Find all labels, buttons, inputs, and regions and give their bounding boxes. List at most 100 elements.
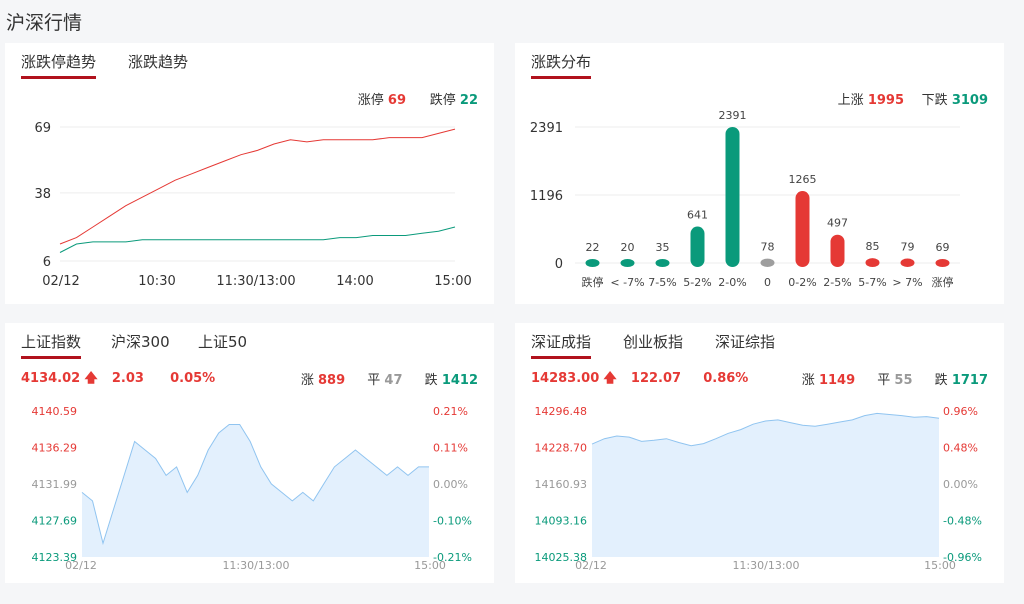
y-tick-label: 14228.70: [535, 442, 588, 455]
tab-limit-trend[interactable]: 涨跌停趋势: [21, 53, 97, 79]
y-pct-label: 0.11%: [433, 442, 468, 455]
sz-flat-label: 平: [877, 373, 891, 388]
y-pct-label: 0.48%: [943, 442, 978, 455]
page-title: 沪深行情: [6, 12, 83, 34]
bar-value-label: 22: [586, 241, 600, 254]
bar-2: [655, 259, 670, 267]
x-tick-label: 14:00: [336, 274, 373, 289]
sz-breadth: 涨 1149 平 55 跌 1717: [802, 369, 988, 388]
fall-stat: 下跌 3109: [922, 89, 988, 108]
tab-szse-component[interactable]: 深证成指: [531, 333, 592, 359]
limit-down-count: 22: [459, 93, 478, 108]
fall-label: 下跌: [921, 93, 948, 108]
y-tick-label: 1196: [530, 189, 563, 204]
y-tick-label: 38: [34, 187, 51, 202]
y-pct-label: -0.10%: [433, 515, 472, 528]
tab-sse-composite[interactable]: 上证指数: [21, 333, 82, 359]
limit-up-stat: 涨停 69: [358, 89, 406, 108]
bar-value-label: 497: [827, 217, 848, 230]
rise-label: 上涨: [837, 93, 864, 108]
sh-up-count: 889: [317, 373, 346, 388]
sh-flat-count: 47: [384, 373, 403, 388]
bar-value-label: 20: [621, 241, 635, 254]
bar-9: [900, 258, 915, 267]
price-line: [81, 424, 429, 546]
limit-down-stat: 跌停 22: [430, 89, 478, 108]
sz-change: 122.07: [630, 371, 682, 386]
y-pct-label: 0.21%: [433, 405, 468, 418]
x-tick-label: 15:00: [414, 559, 446, 572]
x-tick-label: 2-5%: [823, 276, 851, 289]
bar-6: [795, 191, 810, 267]
price-line: [591, 412, 940, 447]
bar-8: [865, 258, 880, 267]
y-tick-label: 4140.59: [32, 405, 78, 418]
sz-quote: 14283.00 🡅 122.07 0.86%: [531, 369, 748, 391]
x-tick-label: 5-7%: [858, 276, 886, 289]
bar-value-label: 1265: [789, 173, 817, 186]
y-tick-label: 14025.38: [535, 551, 588, 564]
y-pct-label: -0.21%: [433, 551, 472, 564]
bar-3: [690, 226, 705, 267]
y-tick-label: 0: [555, 257, 563, 272]
y-tick-label: 4123.39: [32, 551, 78, 564]
y-tick-label: 14093.16: [535, 515, 588, 528]
sh-index-chart: 4140.59 0.21% 4136.29 0.11% 4131.99 0.00% 4127…: [32, 405, 472, 572]
x-tick-label: 跌停: [582, 275, 604, 289]
y-tick-label: 4127.69: [32, 515, 78, 528]
limit-down-label: 跌停: [429, 93, 456, 108]
y-tick-label: 2391: [530, 121, 563, 136]
fall-count: 3109: [951, 93, 988, 108]
tab-sse50[interactable]: 上证50: [198, 333, 248, 351]
y-pct-label: -0.48%: [943, 515, 982, 528]
bar-1: [620, 259, 635, 267]
sz-index-card: 深证成指 创业板指 深证综指 14283.00 🡅 122.07 0.86% 涨…: [515, 323, 1004, 583]
x-tick-label: < -7%: [610, 276, 644, 289]
bar-value-label: 641: [687, 209, 708, 222]
x-tick-label: > 7%: [892, 276, 922, 289]
y-pct-label: 0.00%: [433, 478, 468, 491]
x-tick-label: 0: [764, 276, 771, 289]
sh-index-card: 上证指数 沪深300 上证50 4134.02 🡅 2.03 0.05% 涨 8…: [5, 323, 494, 583]
tab-chinext[interactable]: 创业板指: [623, 333, 684, 351]
rise-stat: 上涨 1995: [838, 89, 904, 108]
tab-csi300[interactable]: 沪深300: [111, 333, 170, 351]
y-pct-label: 0.00%: [943, 478, 978, 491]
x-tick-label: 7-5%: [648, 276, 676, 289]
sz-up-label: 涨: [801, 373, 815, 388]
x-tick-label: 5-2%: [683, 276, 711, 289]
tab-updown-trend[interactable]: 涨跌趋势: [128, 53, 189, 71]
tab-szse-composite[interactable]: 深证综指: [715, 333, 776, 351]
x-tick-label: 11:30/13:00: [222, 559, 289, 572]
x-tick-label: 11:30/13:00: [732, 559, 799, 572]
tab-distribution[interactable]: 涨跌分布: [531, 53, 592, 79]
sz-up-count: 1149: [818, 373, 856, 388]
limit-up-label: 涨停: [357, 93, 384, 108]
sz-down-count: 1717: [951, 373, 988, 388]
x-tick-label: 02/12: [575, 559, 607, 572]
sz-flat-count: 55: [894, 373, 913, 388]
sh-change: 2.03: [111, 371, 144, 386]
sh-down-label: 跌: [424, 373, 438, 388]
sh-breadth: 涨 889 平 47 跌 1412: [301, 369, 478, 388]
up-arrow-icon: 🡅: [84, 371, 98, 386]
x-tick-label: 02/12: [42, 274, 79, 289]
rise-count: 1995: [867, 93, 904, 108]
y-tick-label: 14160.93: [535, 478, 588, 491]
sh-price: 4134.02: [21, 371, 81, 386]
bar-value-label: 35: [656, 241, 670, 254]
limit-trend-card: 涨跌停趋势 涨跌趋势 涨停 69 跌停 22 6 38 69 02/12 10:30 11…: [5, 43, 494, 304]
bar-value-label: 79: [901, 241, 915, 254]
bar-value-label: 2391: [719, 109, 747, 122]
sz-down-label: 跌: [934, 373, 948, 388]
x-tick-label: 15:00: [434, 274, 471, 289]
bar-4: [725, 127, 740, 267]
y-pct-label: 0.96%: [943, 405, 978, 418]
x-tick-label: 2-0%: [718, 276, 746, 289]
price-area: [82, 424, 429, 557]
bar-value-label: 85: [866, 240, 880, 253]
sz-index-chart: 14296.48 0.96% 14228.70 0.48% 14160.93 0.00% 1…: [535, 405, 982, 572]
limit-trend-chart: 6 38 69 02/12 10:30 11:30/13:00 14:00 15:00: [34, 121, 471, 289]
sh-change-pct: 0.05%: [170, 371, 216, 386]
bar-value-label: 69: [936, 241, 950, 254]
